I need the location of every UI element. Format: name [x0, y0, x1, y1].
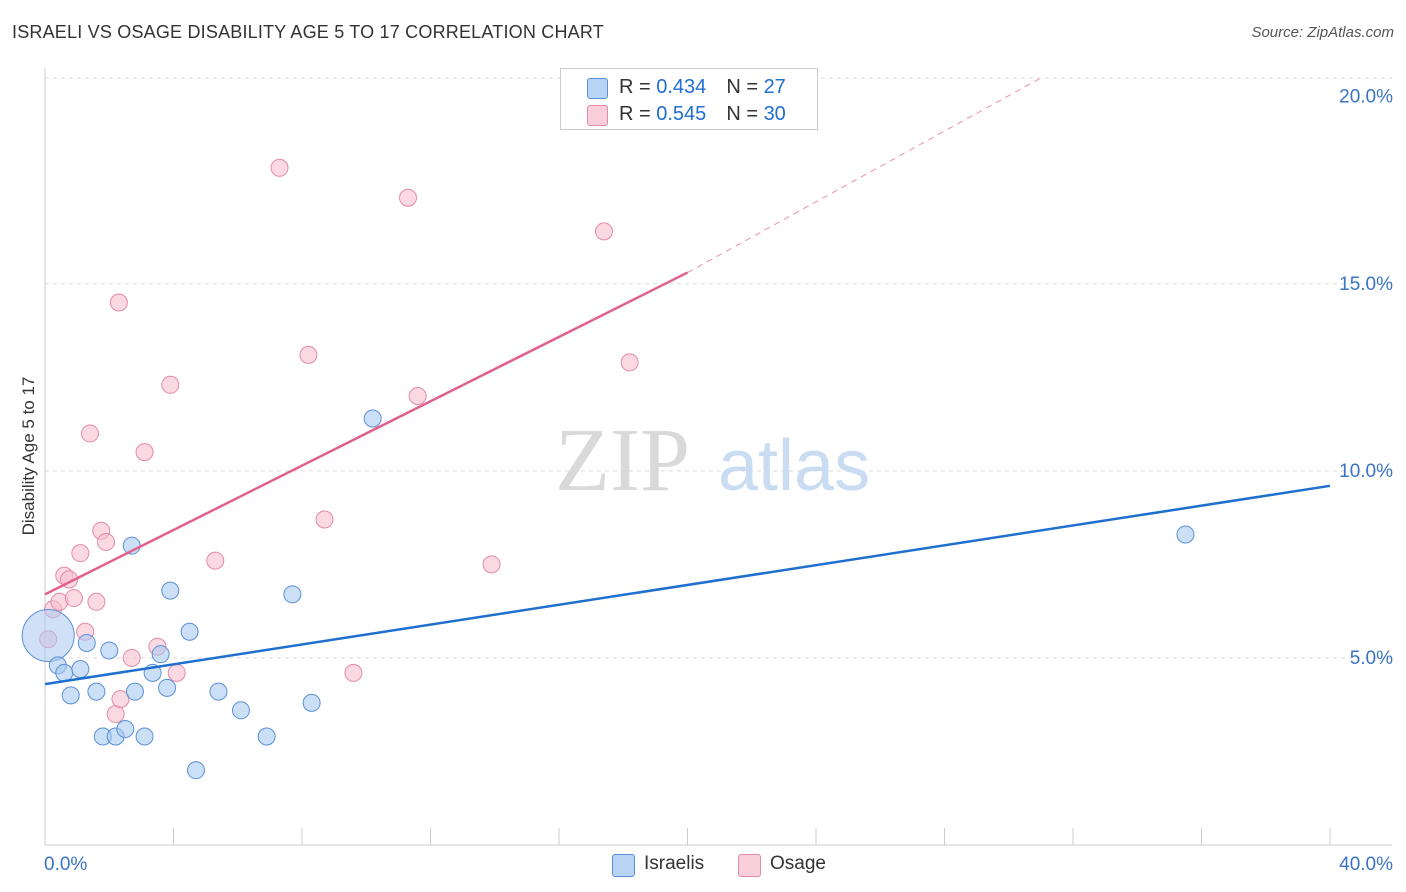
legend-israelis-r-value: 0.434 [656, 76, 707, 98]
legend-israelis-n-label: N = [726, 76, 764, 98]
israelis-point-5 [77, 633, 96, 652]
axis-labels: 5.0% 10.0% 15.0% 20.0% 0.0% 40.0% Disability A… [19, 87, 1393, 875]
series-legend: Israelis Osage [0, 852, 1406, 880]
osage-point-13 [109, 293, 128, 312]
legend-osage-n-value: 30 [763, 103, 786, 125]
osage-point-26 [408, 387, 427, 406]
osage-point-27 [482, 555, 501, 574]
chart-title: ISRAELI VS OSAGE DISABILITY AGE 5 TO 17 … [12, 22, 604, 42]
osage-point-15 [122, 648, 141, 667]
axes [44, 68, 1392, 846]
y-tick-label-2: 15.0% [1339, 274, 1393, 295]
israelis-point-13 [135, 727, 154, 746]
osage-point-6 [71, 544, 90, 563]
osage-point-24 [344, 663, 363, 682]
y-axis-title: Disability Age 5 to 17 [19, 377, 38, 536]
osage-point-8 [80, 424, 99, 443]
legend-osage-r-value: 0.545 [656, 103, 707, 125]
gridlines [45, 77, 1392, 659]
israelis-point-3 [61, 686, 80, 705]
osage-point-23 [315, 510, 334, 529]
israelis-point-0 [21, 608, 75, 662]
israelis-point-20 [209, 682, 228, 701]
osage-point-18 [161, 375, 180, 394]
osage-point-16 [135, 443, 154, 462]
osage-point-19 [167, 663, 186, 682]
legend-osage-label: Osage [770, 853, 826, 874]
watermark: ZIP atlas [555, 411, 870, 510]
osage-point-12 [106, 705, 125, 724]
y-tick-label-3: 20.0% [1339, 87, 1393, 108]
scatter-points [21, 158, 1195, 780]
trend-lines [44, 77, 1331, 686]
y-tick-label-1: 10.0% [1339, 461, 1393, 482]
israelis-point-12 [125, 682, 144, 701]
osage-point-14 [111, 690, 130, 709]
osage-point-11 [97, 532, 116, 551]
israelis-trend-line [44, 484, 1331, 686]
israelis-point-2 [55, 663, 74, 682]
osage-point-25 [399, 188, 418, 207]
israelis-point-22 [257, 727, 276, 746]
israelis-point-23 [283, 585, 302, 604]
legend-israelis-r-label: R = [619, 76, 657, 98]
osage-trend-line [44, 271, 689, 596]
watermark-atlas: atlas [718, 426, 870, 506]
israelis-point-26 [1176, 525, 1195, 544]
israelis-point-19 [186, 761, 205, 780]
legend-israelis-label: Israelis [644, 853, 705, 874]
osage-point-9 [87, 592, 106, 611]
israelis-point-10 [116, 720, 135, 739]
legend-osage-n-label: N = [726, 103, 764, 125]
israelis-point-24 [302, 693, 321, 712]
osage-point-5 [64, 589, 83, 608]
osage-trend-extension [687, 77, 1042, 273]
israelis-point-17 [161, 581, 180, 600]
israelis-point-16 [158, 678, 177, 697]
legend-israelis-n-value: 27 [763, 76, 786, 98]
osage-point-21 [270, 158, 289, 177]
osage-point-22 [299, 345, 318, 364]
correlation-legend: R = 0.434 N = 27 R = 0.545 N = 30 [560, 68, 818, 130]
israelis-point-25 [363, 409, 382, 428]
israelis-point-15 [151, 645, 170, 664]
osage-point-28 [594, 222, 613, 241]
israelis-point-6 [87, 682, 106, 701]
x-tick-label-1: 40.0% [1339, 854, 1393, 875]
israelis-point-8 [100, 641, 119, 660]
watermark-zip: ZIP [555, 411, 690, 510]
israelis-swatch [587, 78, 608, 99]
osage-point-20 [206, 551, 225, 570]
legend-osage-r-label: R = [619, 103, 657, 125]
x-tick-label-0: 0.0% [44, 854, 87, 875]
source-credit: Source: ZipAtlas.com [1251, 24, 1394, 41]
osage-point-29 [620, 353, 639, 372]
y-tick-label-0: 5.0% [1350, 648, 1393, 669]
israelis-point-18 [180, 622, 199, 641]
israelis-point-4 [71, 660, 90, 679]
osage-swatch [587, 105, 608, 126]
osage-legend-swatch [738, 854, 761, 877]
israelis-legend-swatch [612, 854, 635, 877]
israelis-point-21 [231, 701, 250, 720]
